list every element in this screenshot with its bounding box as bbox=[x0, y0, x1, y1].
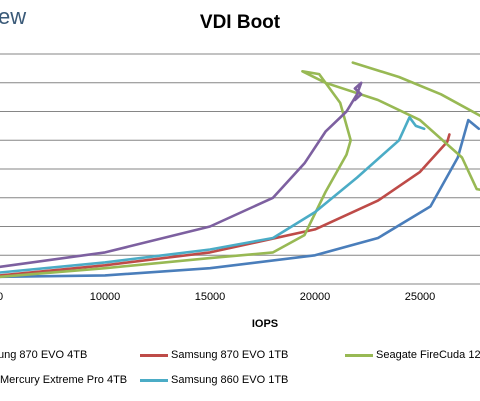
legend-label: Mercury Extreme Pro 4TB bbox=[0, 374, 128, 386]
legend-swatch bbox=[140, 353, 168, 357]
series-lines bbox=[0, 61, 480, 279]
legend-label: Samsung 860 EVO 1TB bbox=[171, 374, 289, 386]
x-axis-label: IOPS bbox=[251, 318, 279, 330]
series-line-mercury-extreme-pro-4tb bbox=[0, 81, 363, 269]
legend-item-mercury-extreme-pro-4tb: Mercury Extreme Pro 4TB bbox=[0, 374, 127, 386]
gridlines bbox=[0, 53, 480, 256]
x-tick-label: 20000 bbox=[299, 291, 331, 303]
chart-title: VDI Boot bbox=[199, 12, 281, 33]
legend-label: ung 870 EVO 4TB bbox=[0, 349, 88, 361]
series-line-samsung-860-evo-1tb bbox=[0, 116, 426, 274]
legend-swatch bbox=[140, 378, 168, 382]
legend-item-samsung-870-evo-1tb: Samsung 870 EVO 1TB bbox=[140, 349, 288, 361]
legend-item-samsung-870-evo-4tb: ung 870 EVO 4TB bbox=[0, 349, 87, 361]
legend-label: Samsung 870 EVO 1TB bbox=[171, 349, 289, 361]
x-tick-label: 25000 bbox=[404, 291, 436, 303]
legend-swatch bbox=[345, 353, 373, 357]
legend-item-seagate-firecuda: Seagate FireCuda 12 bbox=[345, 349, 480, 361]
brand-logo-text: ew bbox=[0, 4, 27, 29]
series-line-samsung-870-evo-4tb bbox=[0, 118, 480, 279]
x-tick-label: 15000 bbox=[194, 291, 226, 303]
x-tick-label: 0 bbox=[0, 291, 3, 303]
legend-item-samsung-860-evo-1tb: Samsung 860 EVO 1TB bbox=[140, 374, 288, 386]
legend-label: Seagate FireCuda 12 bbox=[376, 349, 480, 361]
series-line-seagate-firecuda-120 bbox=[0, 61, 480, 279]
series-line-samsung-870-evo-1tb bbox=[0, 133, 451, 277]
x-tick-label: 10000 bbox=[89, 291, 121, 303]
